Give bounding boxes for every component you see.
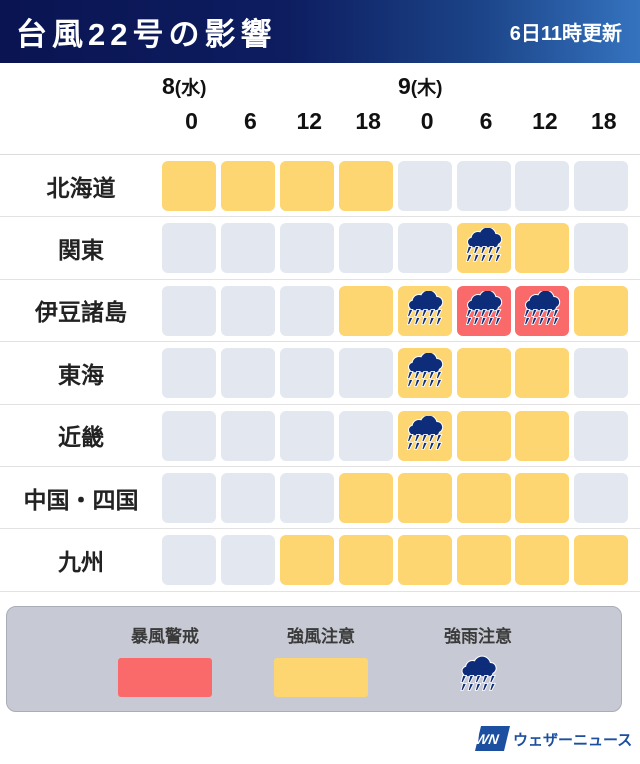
svg-text:WN: WN [474,731,500,747]
svg-text:ウェザーニュース: ウェザーニュース [513,732,632,749]
